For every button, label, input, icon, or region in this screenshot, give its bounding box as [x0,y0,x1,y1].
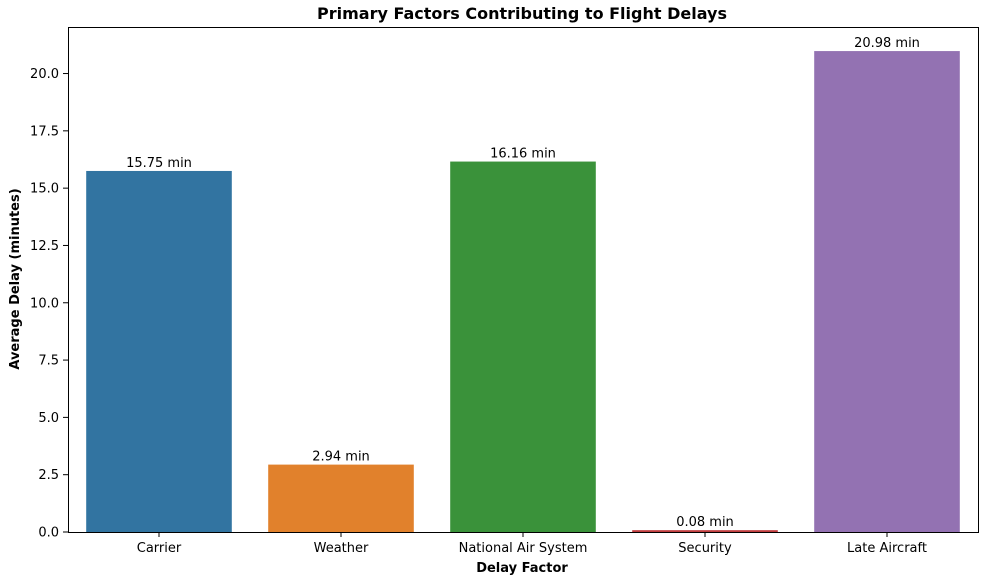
x-axis-label: Delay Factor [476,561,568,576]
plot-frame [68,27,979,533]
y-axis-label: Average Delay (minutes) [8,188,23,369]
bar-weather [268,464,414,532]
chart-title: Primary Factors Contributing to Flight D… [317,4,727,23]
x-tick-label: Security [678,541,732,556]
y-tick-label: 0.0 [38,526,59,541]
data-label: 15.75 min [126,156,192,171]
data-label: 16.16 min [490,147,556,162]
y-tick-label: 2.5 [38,468,59,483]
data-label: 2.94 min [312,450,370,465]
y-tick-label: 17.5 [30,124,59,139]
y-tick-label: 7.5 [38,354,59,369]
bar-security [632,530,778,532]
data-labels-layer: 15.75 min 2.94 min 16.16 min 0.08 min 20.98 … [126,36,920,530]
x-axis: Carrier Weather National Air System Securit… [137,532,927,556]
y-tick-label: 12.5 [30,239,59,254]
y-axis: 0.0 2.5 5.0 7.5 10.0 12.5 15.0 17.5 20.0 [30,67,68,541]
x-tick-label: National Air System [459,541,588,556]
bar-late-aircraft [814,51,960,532]
bar-carrier [86,170,232,532]
x-tick-label: Carrier [137,541,182,556]
y-tick-label: 20.0 [30,67,59,82]
data-label: 20.98 min [854,36,920,51]
bars-layer [86,51,960,532]
data-label: 0.08 min [676,515,734,530]
y-tick-label: 10.0 [30,296,59,311]
x-tick-label: Weather [314,541,369,556]
bar-national-air-system [450,161,596,532]
y-tick-label: 15.0 [30,182,59,197]
y-tick-label: 5.0 [38,411,59,426]
x-tick-label: Late Aircraft [847,541,927,556]
